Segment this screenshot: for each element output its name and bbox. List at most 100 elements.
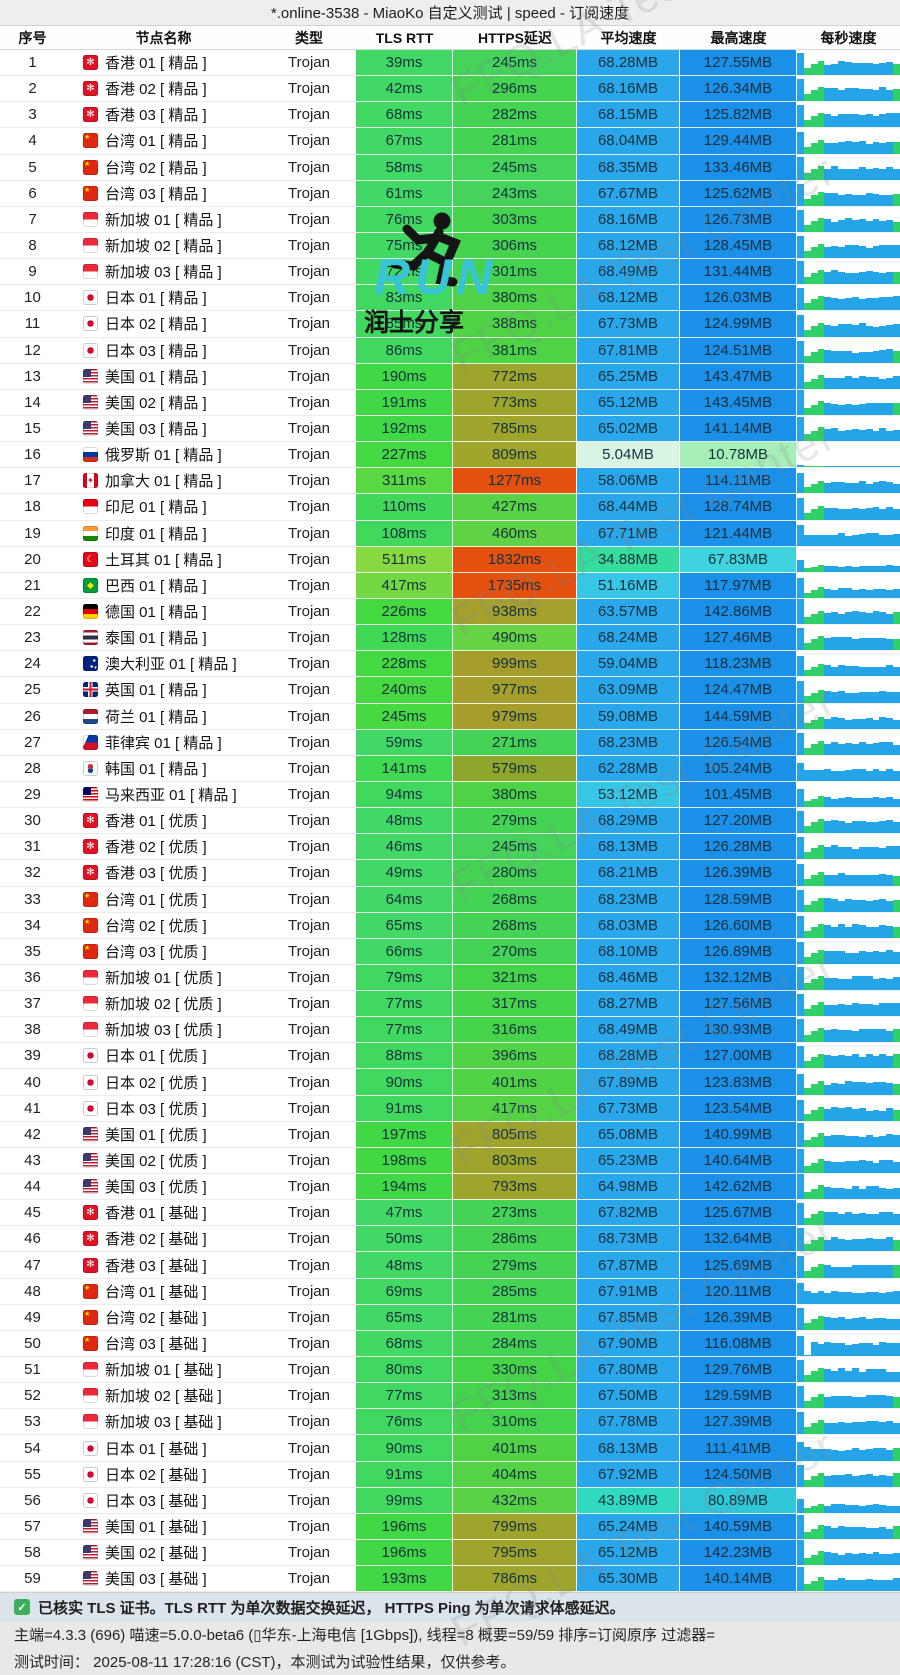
node-name-cell: 日本 03 [ 优质 ] — [65, 1095, 262, 1122]
https-latency-value: 1735ms — [453, 572, 577, 599]
node-name: 美国 02 [ 精品 ] — [105, 394, 207, 412]
speed-bar — [858, 1264, 866, 1278]
speed-bar — [838, 1368, 846, 1383]
tls-rtt-value: 80ms — [356, 1357, 453, 1384]
speed-bar — [824, 192, 832, 206]
speed-bar — [872, 667, 880, 677]
speed-bar — [824, 429, 832, 442]
speed-bar — [831, 466, 839, 468]
speed-bar — [810, 1083, 818, 1095]
row-number: 36 — [0, 964, 65, 992]
speed-bar — [838, 1266, 846, 1278]
speed-bar — [893, 466, 900, 468]
per-second-speed-bars — [797, 1174, 900, 1201]
tls-rtt-value: 75ms — [356, 232, 453, 260]
table-row: 5台湾 02 [ 精品 ]Trojan58ms245ms68.35MB133.4… — [0, 154, 900, 181]
https-latency-value: 281ms — [453, 1304, 577, 1331]
speed-bar — [893, 1578, 900, 1592]
speed-bar — [845, 483, 852, 494]
per-second-speed-bars — [797, 1017, 900, 1044]
speed-bar — [817, 949, 825, 964]
speed-bar — [851, 88, 859, 102]
speed-bar — [872, 532, 880, 546]
speed-bar — [865, 1110, 873, 1121]
node-name: 澳大利亚 01 [ 精品 ] — [105, 656, 237, 674]
speed-bar — [810, 1529, 818, 1540]
speed-bar — [865, 1291, 873, 1304]
speed-bar — [797, 863, 804, 886]
speed-bar — [838, 377, 846, 389]
speed-bar — [872, 116, 880, 128]
per-second-speed-bars — [797, 1226, 900, 1253]
speed-bar — [817, 1028, 825, 1043]
speed-bar — [797, 497, 804, 520]
tls-rtt-value: 91ms — [356, 1095, 453, 1122]
speed-bar — [831, 716, 839, 729]
speed-bar — [845, 1005, 852, 1017]
speed-bar — [817, 1315, 825, 1330]
speed-bar — [872, 1005, 880, 1017]
speed-bar — [893, 1423, 900, 1435]
node-type: Trojan — [262, 363, 356, 390]
speed-bar — [893, 1162, 900, 1174]
flag-icon-in — [83, 525, 98, 541]
node-type: Trojan — [262, 729, 356, 756]
speed-bar — [858, 588, 866, 598]
node-type: Trojan — [262, 1357, 356, 1384]
speed-bar — [817, 400, 825, 415]
node-type: Trojan — [262, 50, 356, 77]
speed-bar — [803, 722, 811, 729]
table-row: 18 印尼 01 [ 精品 ] Trojan 110ms 427ms 68.44MB 128… — [0, 494, 900, 521]
speed-bar — [858, 899, 866, 912]
https-latency-value: 404ms — [453, 1461, 577, 1488]
node-name-cell: 台湾 02 [ 精品 ] — [65, 154, 262, 181]
https-latency-value: 317ms — [453, 991, 577, 1018]
speed-bar — [851, 1344, 859, 1357]
speed-bar — [803, 1139, 811, 1147]
speed-bar — [879, 194, 887, 206]
speed-bar — [879, 638, 887, 651]
speed-bar — [803, 172, 811, 180]
speed-bar — [810, 874, 818, 886]
per-second-speed-bars — [797, 468, 900, 495]
avg-speed-value: 68.23MB — [577, 886, 680, 913]
speed-bar — [879, 63, 887, 76]
speed-bar — [879, 378, 887, 389]
node-name-cell: 日本 01 [ 精品 ] — [65, 285, 262, 312]
speed-bar — [893, 822, 900, 834]
avg-speed-value: 67.73MB — [577, 1095, 680, 1122]
per-second-speed-bars — [797, 1121, 900, 1148]
speed-bar — [838, 1474, 846, 1487]
speed-bar — [886, 691, 894, 703]
max-speed-value: 126.39MB — [680, 860, 797, 887]
table-row: 12 日本 03 [ 精品 ] Trojan 86ms 381ms 67.81MB 124.… — [0, 337, 900, 364]
speed-bar — [831, 116, 839, 128]
table-row: 8 新加坡 02 [ 精品 ] Trojan 75ms 306ms 68.12MB 128.… — [0, 232, 900, 260]
speed-bar — [797, 811, 804, 834]
node-name-cell: 新加坡 03 [ 基础 ] — [65, 1409, 262, 1436]
flag-icon-us — [83, 368, 98, 384]
per-second-speed-bars — [797, 50, 900, 77]
speed-bar — [817, 191, 825, 206]
speed-bar — [824, 613, 832, 625]
per-second-speed-bars — [797, 1043, 900, 1070]
node-name: 日本 02 [ 优质 ] — [105, 1074, 207, 1092]
avg-speed-value: 68.03MB — [577, 912, 680, 939]
speed-bar — [845, 898, 852, 912]
speed-bar — [879, 1422, 887, 1435]
speed-bar — [824, 1369, 832, 1383]
speed-bar — [845, 1266, 852, 1278]
max-speed-value: 128.45MB — [680, 232, 797, 260]
speed-bar — [858, 1316, 866, 1330]
speed-bar — [879, 1212, 887, 1226]
speed-bar — [831, 898, 839, 912]
max-speed-value: 128.59MB — [680, 886, 797, 913]
speed-bar — [810, 1266, 818, 1278]
speed-bar — [824, 507, 832, 520]
speed-bar — [803, 1532, 811, 1540]
row-number: 2 — [0, 76, 65, 103]
speed-bar — [851, 1186, 859, 1200]
speed-bar — [879, 1474, 887, 1487]
node-type: Trojan — [262, 703, 356, 730]
https-latency-value: 310ms — [453, 1409, 577, 1436]
